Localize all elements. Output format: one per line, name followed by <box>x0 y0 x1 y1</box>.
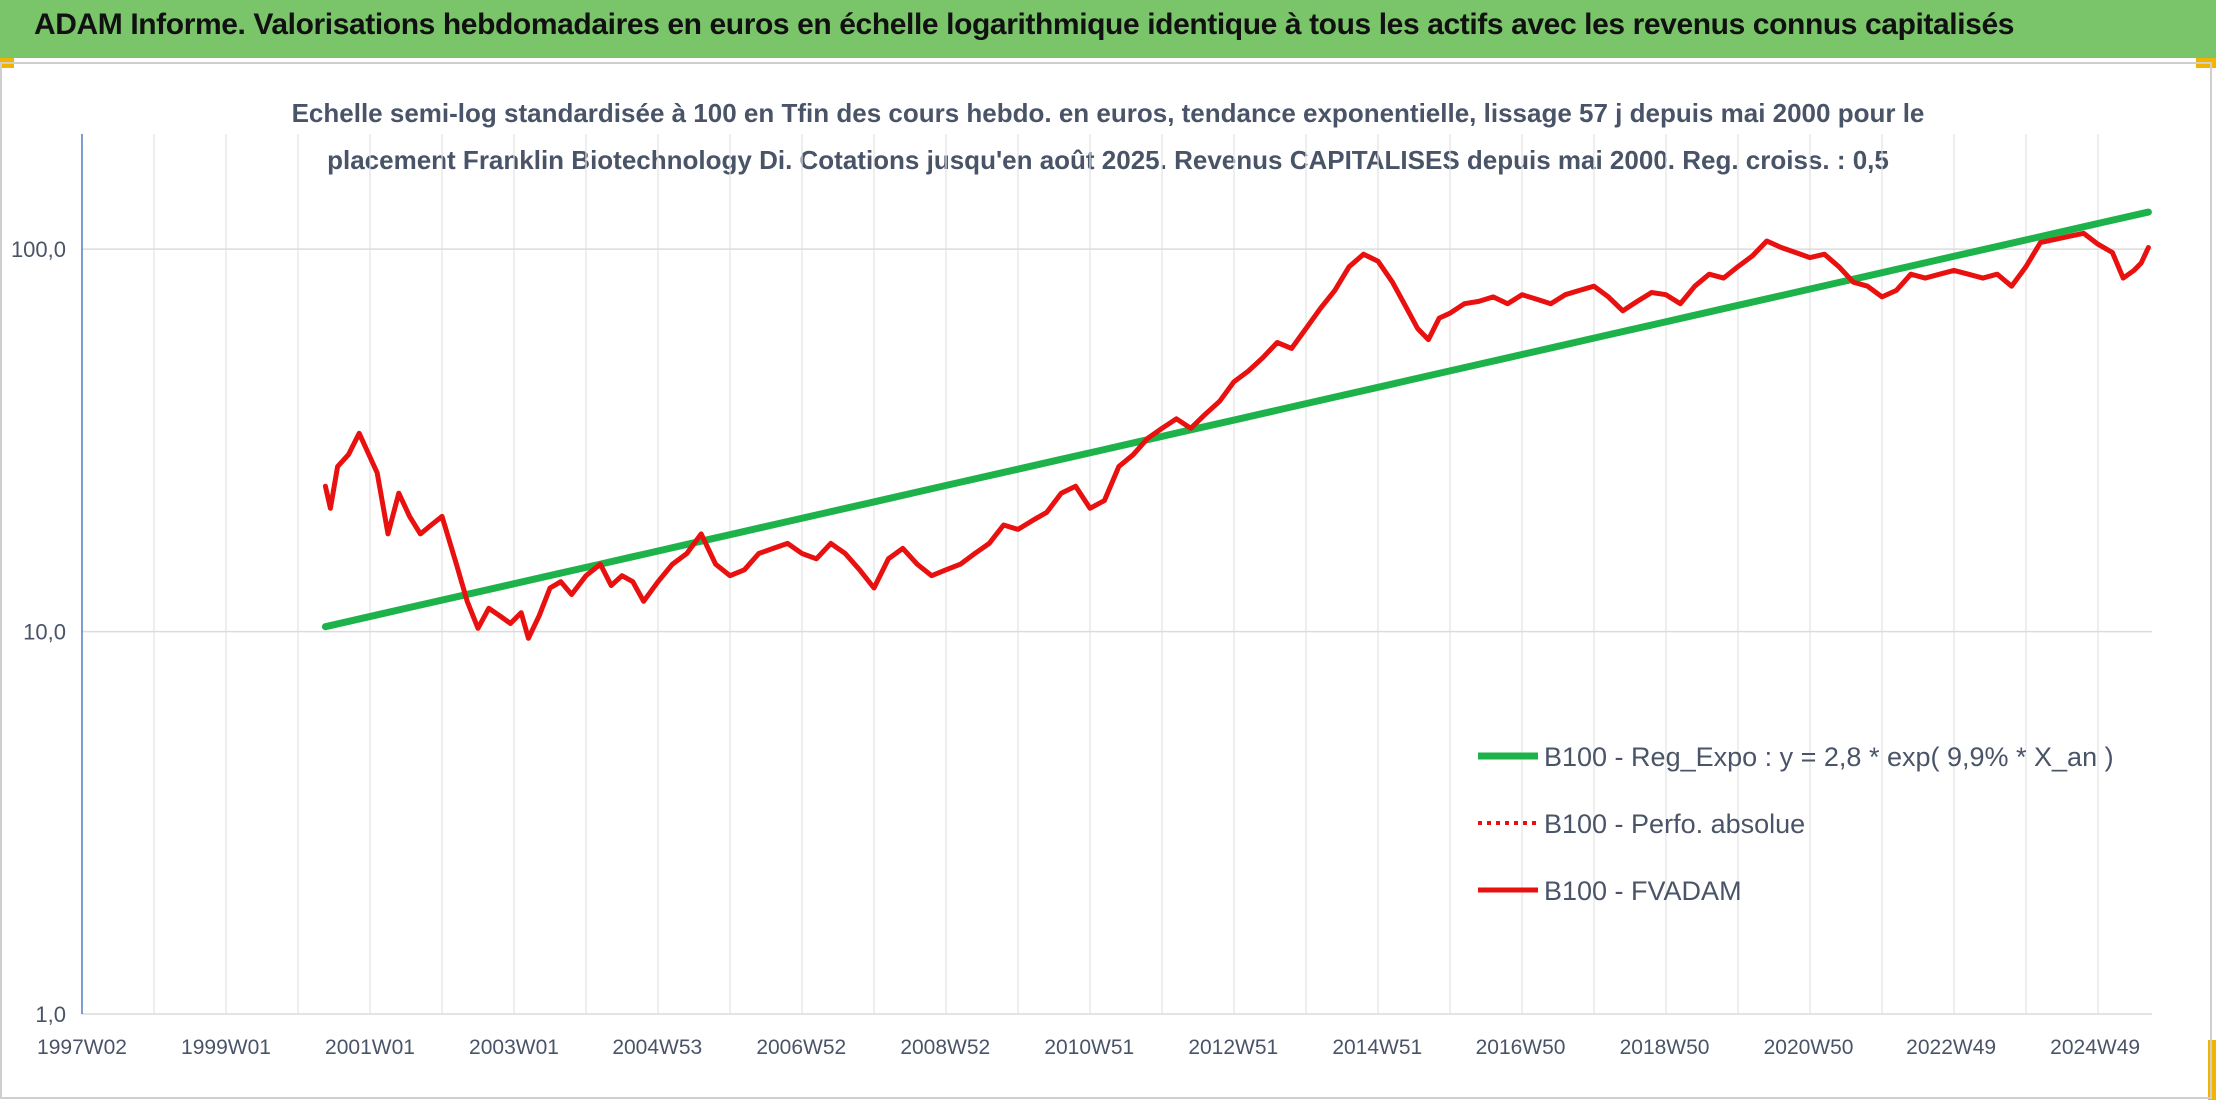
x-tick-label: 2010W51 <box>1044 1036 1134 1059</box>
y-tick-label: 1,0 <box>35 1002 66 1027</box>
x-tick-label: 2008W52 <box>900 1036 990 1059</box>
series-line-trend <box>321 208 2152 631</box>
y-tick-label: 10,0 <box>23 620 66 645</box>
axes: 1,0 10,0 100,0 1997W02 1999W01 2001W01 2003W01… <box>11 134 2140 1059</box>
corner-accent-bottom-right <box>2208 1040 2216 1100</box>
x-tick-label: 2024W49 <box>2050 1036 2140 1059</box>
grid-lines <box>81 134 2152 1015</box>
x-tick-label: 2003W01 <box>469 1036 559 1059</box>
legend: B100 - Reg_Expo : y = 2,8 * exp( 9,9% * … <box>1478 742 2114 906</box>
legend-label-perf: B100 - Perfo. absolue <box>1544 809 1805 839</box>
x-tick-label: 2001W01 <box>325 1036 415 1059</box>
series-lines <box>321 208 2152 641</box>
x-tick-label: 2012W51 <box>1188 1036 1278 1059</box>
header-bar: ADAM Informe. Valorisations hebdomadaire… <box>0 0 2216 58</box>
legend-label-trend: B100 - Reg_Expo : y = 2,8 * exp( 9,9% * … <box>1544 742 2114 772</box>
x-tick-label: 1999W01 <box>181 1036 271 1059</box>
x-tick-label: 2004W53 <box>612 1036 702 1059</box>
series-line-fund <box>322 230 2151 641</box>
x-tick-label: 2006W52 <box>756 1036 846 1059</box>
y-tick-label: 100,0 <box>11 237 66 262</box>
chart-subtitle-line-1: Echelle semi-log standardisée à 100 en T… <box>291 98 1925 128</box>
x-tick-label: 2016W50 <box>1476 1036 1566 1059</box>
x-tick-label: 2022W49 <box>1906 1036 1996 1059</box>
chart-subtitle-line-2: placement Franklin Biotechnology Di. Cot… <box>327 145 1889 175</box>
x-tick-label: 2018W50 <box>1620 1036 1710 1059</box>
x-tick-label: 1997W02 <box>37 1036 127 1059</box>
x-tick-label: 2020W50 <box>1764 1036 1854 1059</box>
page-title: ADAM Informe. Valorisations hebdomadaire… <box>34 8 2015 41</box>
x-tick-label: 2014W51 <box>1332 1036 1422 1059</box>
chart-frame <box>0 62 2212 1099</box>
legend-label-fund: B100 - FVADAM <box>1544 876 1742 906</box>
